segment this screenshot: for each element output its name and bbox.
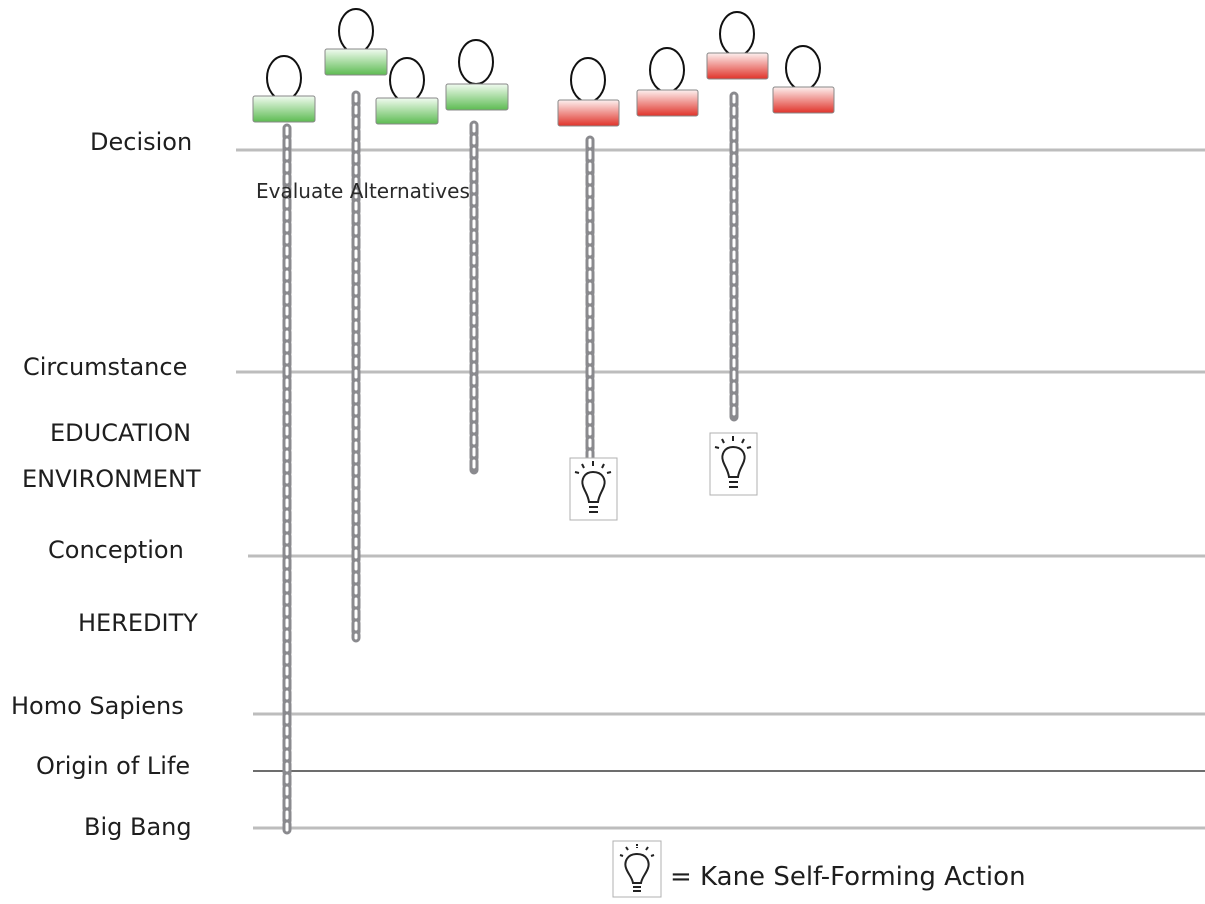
agent-head [649, 47, 685, 93]
factor-label-education: EDUCATION [50, 419, 192, 447]
level-label-origin-of-life: Origin of Life [36, 752, 191, 780]
agent-figure [375, 57, 439, 125]
lightbulb-icon [569, 457, 618, 521]
agent-figure [252, 55, 316, 123]
agent-plate-green [252, 95, 316, 123]
legend-text: = Kane Self-Forming Action [670, 862, 1026, 892]
agent-plate-red [772, 86, 835, 114]
agents [252, 8, 835, 127]
agent-plate-green [324, 48, 388, 76]
lightbulb-icon [709, 432, 758, 496]
agent-head [785, 45, 821, 91]
level-lines [236, 148, 1205, 830]
agent-figure [445, 39, 509, 111]
agent-head [719, 11, 755, 57]
agent-figure [772, 45, 835, 114]
factor-label-environment: ENVIRONMENT [22, 465, 201, 493]
agent-plate-green [375, 97, 439, 125]
chains [282, 90, 739, 835]
agent-figure [706, 11, 769, 80]
agent-head [338, 8, 374, 54]
factor-label-heredity: HEREDITY [78, 609, 198, 637]
self-forming-actions [569, 432, 758, 521]
agent-figure [324, 8, 388, 76]
agent-head [570, 57, 606, 103]
decision-caption: Evaluate Alternatives [256, 179, 470, 203]
agent-head [266, 55, 302, 101]
agent-plate-red [706, 52, 769, 80]
agent-figure [557, 57, 620, 127]
legend: = Kane Self-Forming Action [612, 840, 1032, 898]
lightbulb-icon [612, 840, 662, 898]
level-label-homo-sapiens: Homo Sapiens [11, 692, 184, 720]
level-label-circumstance: Circumstance [23, 353, 188, 381]
level-label-conception: Conception [48, 536, 184, 564]
agent-figure [636, 47, 699, 117]
agent-head [458, 39, 494, 85]
agent-head [389, 57, 425, 103]
agent-plate-green [445, 83, 509, 111]
agent-plate-red [636, 89, 699, 117]
agent-plate-red [557, 99, 620, 127]
level-label-decision: Decision [90, 128, 193, 156]
level-label-big-bang: Big Bang [84, 813, 192, 841]
